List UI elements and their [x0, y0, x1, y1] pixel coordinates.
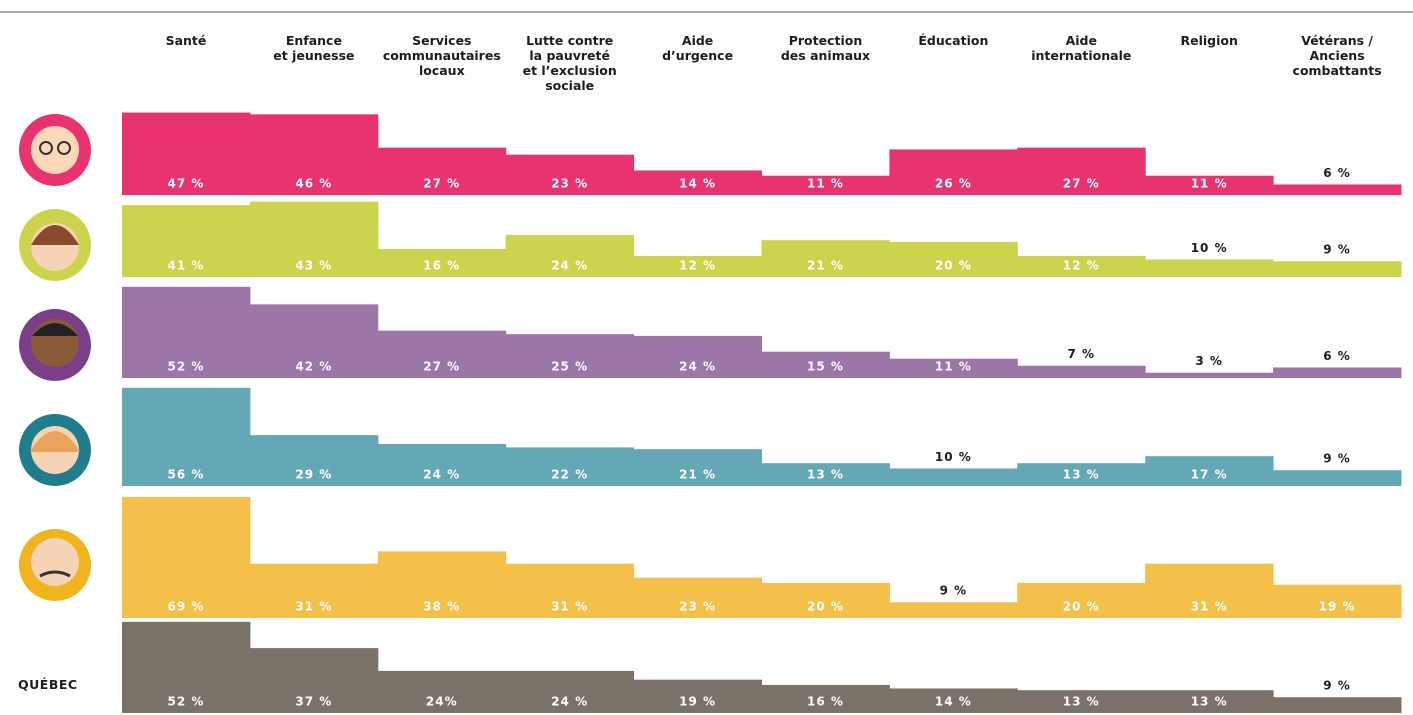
- column-header: Santé: [122, 33, 250, 48]
- value-label: 10 %: [935, 450, 972, 464]
- value-label: 29 %: [295, 468, 332, 482]
- chart-canvas: 47 % 46 % 27 % 23 % 14 % 11 % 26 % 27 % 11 % 6 % 4…: [0, 0, 1413, 715]
- avatar: [19, 309, 91, 381]
- value-label: 31 %: [295, 600, 332, 614]
- value-label: 21 %: [807, 259, 844, 273]
- value-label: 27 %: [423, 177, 460, 191]
- value-label: 26 %: [935, 177, 972, 191]
- column-header: Religion: [1145, 33, 1273, 48]
- row-label: QUÉBEC: [18, 677, 78, 692]
- bar: [1273, 261, 1401, 277]
- bar: [889, 602, 1017, 618]
- value-label: 20 %: [1063, 600, 1100, 614]
- column-header: Aide d’urgence: [634, 33, 762, 63]
- value-label: 13 %: [1063, 468, 1100, 482]
- value-label: 11 %: [935, 360, 972, 374]
- value-label: 47 %: [167, 177, 204, 191]
- column-header: Enfance et jeunesse: [250, 33, 378, 63]
- value-label: 11 %: [1191, 177, 1228, 191]
- value-label: 14 %: [935, 695, 972, 709]
- value-label: 24%: [426, 695, 458, 709]
- value-label: 42 %: [295, 360, 332, 374]
- value-label: 21 %: [679, 468, 716, 482]
- value-label: 27 %: [1063, 177, 1100, 191]
- value-label: 9 %: [1323, 243, 1351, 257]
- avatar: [19, 529, 91, 601]
- value-label: 52 %: [167, 695, 204, 709]
- column-header: Services communautaires locaux: [378, 33, 506, 78]
- value-label: 43 %: [295, 259, 332, 273]
- value-label: 17 %: [1191, 468, 1228, 482]
- bar: [1273, 184, 1401, 195]
- avatar: [19, 209, 91, 281]
- column-header: Éducation: [889, 33, 1017, 48]
- value-label: 19 %: [1319, 600, 1356, 614]
- value-label: 24 %: [551, 695, 588, 709]
- value-label: 9 %: [1323, 452, 1351, 466]
- column-header: Protection des animaux: [762, 33, 890, 63]
- value-label: 13 %: [807, 468, 844, 482]
- value-label: 27 %: [423, 360, 460, 374]
- value-label: 14 %: [679, 177, 716, 191]
- value-label: 3 %: [1195, 354, 1223, 368]
- value-label: 12 %: [679, 259, 716, 273]
- value-label: 38 %: [423, 600, 460, 614]
- bar: [889, 468, 1017, 486]
- value-label: 20 %: [935, 259, 972, 273]
- value-label: 19 %: [679, 695, 716, 709]
- value-label: 6 %: [1323, 166, 1351, 180]
- avatar: [19, 114, 91, 186]
- value-label: 25 %: [551, 360, 588, 374]
- value-label: 52 %: [167, 360, 204, 374]
- value-label: 31 %: [1191, 600, 1228, 614]
- value-label: 23 %: [679, 600, 716, 614]
- chart: 47 % 46 % 27 % 23 % 14 % 11 % 26 % 27 % 11 % 6 % 4…: [0, 0, 1413, 715]
- column-header: Lutte contre la pauvreté et l’exclusion …: [506, 33, 634, 93]
- value-label: 7 %: [1067, 347, 1095, 361]
- value-label: 12 %: [1063, 259, 1100, 273]
- value-label: 24 %: [551, 259, 588, 273]
- value-label: 23 %: [551, 177, 588, 191]
- value-label: 41 %: [167, 259, 204, 273]
- bar: [1145, 259, 1273, 277]
- value-label: 22 %: [551, 468, 588, 482]
- value-label: 56 %: [167, 468, 204, 482]
- value-label: 6 %: [1323, 349, 1351, 363]
- value-label: 24 %: [679, 360, 716, 374]
- bar: [1017, 366, 1145, 378]
- value-label: 20 %: [807, 600, 844, 614]
- value-label: 31 %: [551, 600, 588, 614]
- value-label: 37 %: [295, 695, 332, 709]
- value-label: 69 %: [167, 600, 204, 614]
- value-label: 46 %: [295, 177, 332, 191]
- value-label: 9 %: [1323, 679, 1351, 693]
- value-label: 13 %: [1063, 695, 1100, 709]
- bar: [1273, 470, 1401, 486]
- bar: [1273, 367, 1401, 378]
- value-label: 13 %: [1191, 695, 1228, 709]
- bar: [1273, 697, 1401, 713]
- value-label: 10 %: [1191, 241, 1228, 255]
- column-header: Vétérans / Anciens combattants: [1273, 33, 1401, 78]
- column-header: Aide internationale: [1017, 33, 1145, 63]
- value-label: 16 %: [423, 259, 460, 273]
- value-label: 16 %: [807, 695, 844, 709]
- avatar: [19, 414, 91, 486]
- bar: [1145, 373, 1273, 378]
- value-label: 9 %: [940, 584, 968, 598]
- value-label: 11 %: [807, 177, 844, 191]
- value-label: 15 %: [807, 360, 844, 374]
- value-label: 24 %: [423, 468, 460, 482]
